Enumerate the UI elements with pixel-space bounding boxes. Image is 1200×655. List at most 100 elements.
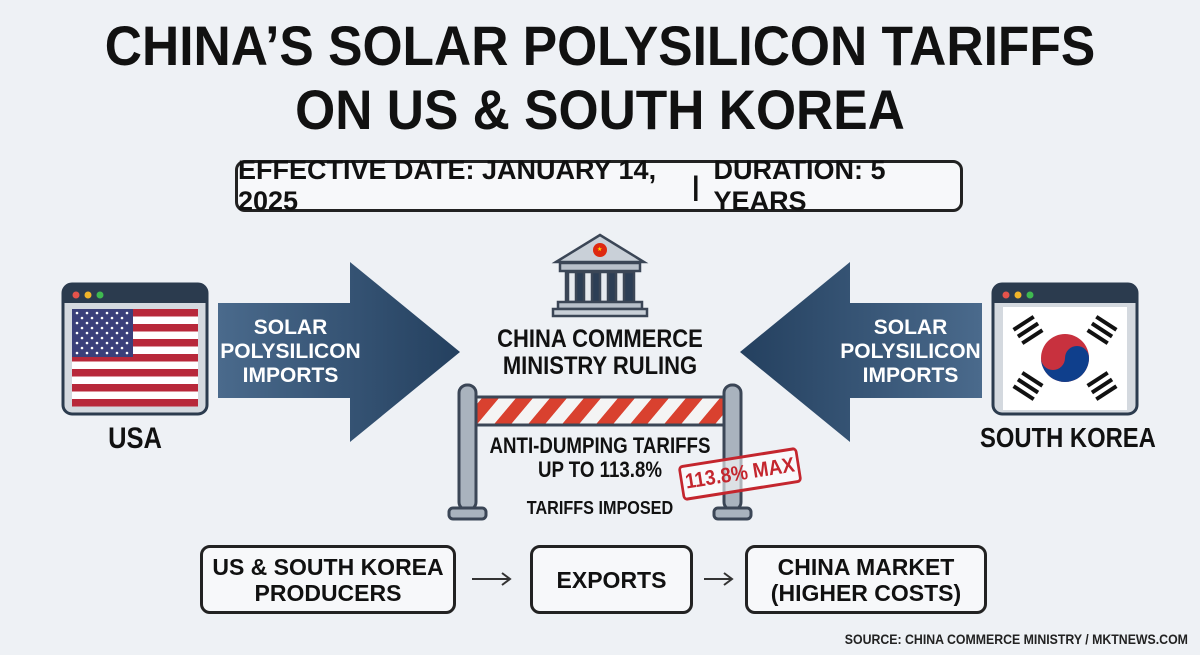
south-korea-flag-icon bbox=[991, 282, 1139, 416]
flag-star bbox=[120, 346, 124, 350]
flag-star bbox=[75, 311, 79, 315]
flag-stripe bbox=[72, 369, 198, 377]
flag-star bbox=[100, 346, 104, 350]
flag-star bbox=[105, 341, 109, 345]
flag-stripe bbox=[72, 376, 198, 384]
flag-star bbox=[95, 331, 99, 335]
flag-star bbox=[85, 341, 89, 345]
left-arrow-label: SOLAR POLYSILICON IMPORTS bbox=[218, 316, 363, 388]
flag-star bbox=[90, 316, 94, 320]
flag-star bbox=[110, 316, 114, 320]
flow-step-producers: US & SOUTH KOREA PRODUCERS bbox=[200, 545, 456, 614]
step-line: PRODUCERS bbox=[254, 579, 402, 606]
flag-star bbox=[125, 311, 129, 315]
flag-star bbox=[100, 326, 104, 330]
separator: | bbox=[691, 170, 700, 201]
import-arrow-right bbox=[740, 262, 982, 442]
flag-stripe bbox=[72, 346, 198, 354]
flag-star bbox=[80, 346, 84, 350]
tariff-line: UP TO 113.8% bbox=[537, 457, 663, 482]
flag-star bbox=[90, 326, 94, 330]
flag-star bbox=[120, 326, 124, 330]
flag-star bbox=[115, 331, 119, 335]
flag-star bbox=[125, 351, 129, 355]
duration: DURATION: 5 YEARS bbox=[713, 155, 886, 216]
flag-star bbox=[115, 311, 119, 315]
flag-star bbox=[75, 331, 79, 335]
flag-star bbox=[110, 346, 114, 350]
flow-arrows bbox=[472, 572, 734, 586]
flag-stripe bbox=[72, 316, 198, 324]
tariffs-imposed: TARIFFS IMPOSED bbox=[526, 498, 674, 518]
flag-star bbox=[80, 326, 84, 330]
flag-star bbox=[100, 336, 104, 340]
page-title: CHINA’S SOLAR POLYSILICON TARIFFS ON US … bbox=[48, 14, 1152, 142]
ruling-line: CHINA COMMERCE bbox=[497, 325, 703, 353]
flag-star bbox=[105, 311, 109, 315]
flag-stripe bbox=[72, 391, 198, 399]
arrow-text: SOLAR bbox=[253, 316, 328, 339]
flag-stripe bbox=[72, 354, 198, 362]
flag-star bbox=[75, 351, 79, 355]
flag-star bbox=[115, 351, 119, 355]
flag-star bbox=[110, 326, 114, 330]
tariff-line: ANTI-DUMPING TARIFFS bbox=[489, 433, 711, 458]
flag-star bbox=[95, 311, 99, 315]
flag-star bbox=[105, 331, 109, 335]
flag-star bbox=[115, 341, 119, 345]
flag-star bbox=[85, 321, 89, 325]
arrow-text: POLYSILICON bbox=[220, 340, 361, 363]
arrow-text: POLYSILICON bbox=[840, 340, 981, 363]
flag-star bbox=[115, 321, 119, 325]
flag-star bbox=[100, 316, 104, 320]
step-line: CHINA MARKET bbox=[777, 553, 955, 580]
effective-date: EFFECTIVE DATE: JANUARY 14, 2025 bbox=[238, 155, 657, 216]
flag-star bbox=[120, 316, 124, 320]
arrow-text: SOLAR bbox=[873, 316, 948, 339]
flag-star bbox=[90, 346, 94, 350]
flag-star bbox=[125, 331, 129, 335]
arrow-text: IMPORTS bbox=[862, 364, 959, 387]
government-building-icon: ★ bbox=[551, 233, 649, 318]
flag-star bbox=[80, 336, 84, 340]
flag-star bbox=[125, 321, 129, 325]
tariff-rate: ANTI-DUMPING TARIFFS UP TO 113.8% bbox=[473, 434, 728, 482]
flag-star bbox=[75, 341, 79, 345]
flag-stripe bbox=[72, 339, 198, 347]
source-note: SOURCE: CHINA COMMERCE MINISTRY / MKTNEW… bbox=[844, 631, 1188, 647]
flag-star bbox=[85, 311, 89, 315]
country-usa: USA bbox=[108, 422, 162, 455]
arrow-text: IMPORTS bbox=[242, 364, 339, 387]
flag-stripe bbox=[72, 324, 198, 332]
flag-star bbox=[95, 341, 99, 345]
title-line-2: ON US & SOUTH KOREA bbox=[295, 78, 905, 141]
flag-star bbox=[90, 336, 94, 340]
flag-star bbox=[125, 341, 129, 345]
flag-star bbox=[95, 351, 99, 355]
svg-text:★: ★ bbox=[597, 246, 602, 253]
import-arrow-left bbox=[218, 262, 460, 442]
flag-star bbox=[120, 336, 124, 340]
flag-star bbox=[85, 351, 89, 355]
flag-star bbox=[85, 331, 89, 335]
country-south-korea: SOUTH KOREA bbox=[980, 422, 1156, 453]
flag-star bbox=[80, 316, 84, 320]
ruling-line: MINISTRY RULING bbox=[502, 352, 698, 380]
flag-star bbox=[95, 321, 99, 325]
flag-stripe bbox=[72, 361, 198, 369]
step-line: (HIGHER COSTS) bbox=[770, 579, 962, 606]
title-line-1: CHINA’S SOLAR POLYSILICON TARIFFS bbox=[104, 14, 1096, 77]
flag-stripe bbox=[72, 399, 198, 407]
flow-step-exports: EXPORTS bbox=[530, 545, 693, 614]
step-line: US & SOUTH KOREA bbox=[212, 553, 444, 580]
flag-star bbox=[110, 336, 114, 340]
flag-star bbox=[105, 321, 109, 325]
flag-stripe bbox=[72, 384, 198, 392]
flow-step-china-market: CHINA MARKET (HIGHER COSTS) bbox=[745, 545, 987, 614]
right-arrow-label: SOLAR POLYSILICON IMPORTS bbox=[838, 316, 983, 388]
us-flag-icon bbox=[61, 282, 209, 416]
effective-date-banner: EFFECTIVE DATE: JANUARY 14, 2025 | DURAT… bbox=[235, 155, 963, 216]
step-line: EXPORTS bbox=[556, 566, 667, 593]
flag-stripe bbox=[72, 331, 198, 339]
